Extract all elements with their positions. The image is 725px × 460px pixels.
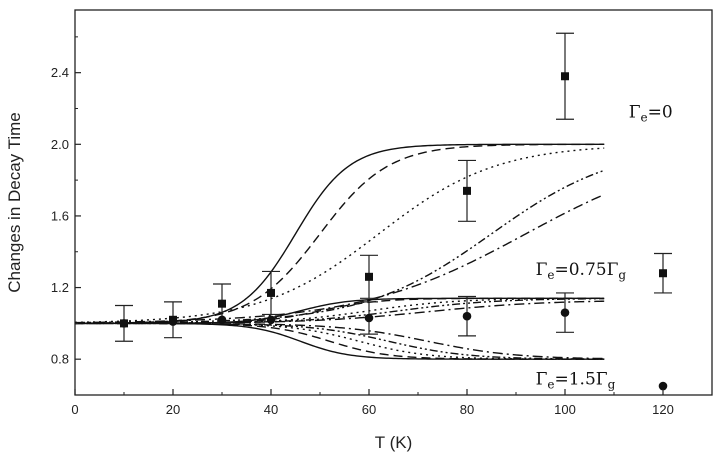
x-tick-label: 100 <box>554 402 576 417</box>
curve-upper-dashdotdot <box>74 169 605 324</box>
circle-point <box>119 319 129 328</box>
x-axis-label: T (K) <box>375 433 412 452</box>
x-tick-label: 120 <box>652 402 674 417</box>
curve-lower-dotted <box>75 322 605 360</box>
circle-point <box>462 311 472 321</box>
axis-ticks: 0 20 40 60 80 100 120 0.8 1.2 1.6 2.0 2.4 <box>51 36 674 417</box>
square-point <box>659 269 667 278</box>
y-tick-label: 2.4 <box>51 65 69 80</box>
error-bars <box>115 32 672 342</box>
square-point <box>463 186 471 195</box>
circle-point <box>217 315 227 325</box>
circle-point <box>560 308 570 317</box>
square-point <box>365 272 373 281</box>
curve-annotations: Γe=0 Γe=0.75Γg Γe=1.5Γg <box>536 102 673 391</box>
y-tick-label: 1.2 <box>51 280 69 295</box>
gamma-annotation: Γe=0 <box>629 102 673 124</box>
x-tick-label: 60 <box>362 402 376 417</box>
square-point <box>267 288 275 297</box>
circle-point <box>266 315 276 325</box>
square-point <box>218 299 226 308</box>
curve-lower-solid <box>75 322 605 360</box>
x-tick-label: 0 <box>71 402 78 417</box>
curve-upper-dotted <box>74 147 605 324</box>
y-axis-label: Changes in Decay Time <box>5 112 24 292</box>
x-tick-label: 80 <box>460 402 474 417</box>
x-tick-label: 20 <box>166 402 180 417</box>
curve-middle-dotted <box>75 297 605 325</box>
gamma-annotation: Γe=0.75Γg <box>536 260 627 282</box>
curve-lower-dashdot <box>75 322 605 360</box>
y-tick-label: 0.8 <box>51 352 69 367</box>
curve-upper-dashdot <box>74 193 605 324</box>
gamma-annotation: Γe=1.5Γg <box>536 369 616 391</box>
data-points <box>119 72 668 391</box>
square-point <box>561 72 569 81</box>
circle-point <box>364 313 374 323</box>
y-tick-label: 2.0 <box>51 137 69 152</box>
plot-frame <box>74 9 713 396</box>
theory-curves <box>74 143 605 360</box>
y-tick-label: 1.6 <box>51 208 69 223</box>
plot-border <box>74 9 713 396</box>
x-tick-label: 40 <box>264 402 278 417</box>
circle-point <box>658 381 668 391</box>
circle-point <box>168 317 178 326</box>
